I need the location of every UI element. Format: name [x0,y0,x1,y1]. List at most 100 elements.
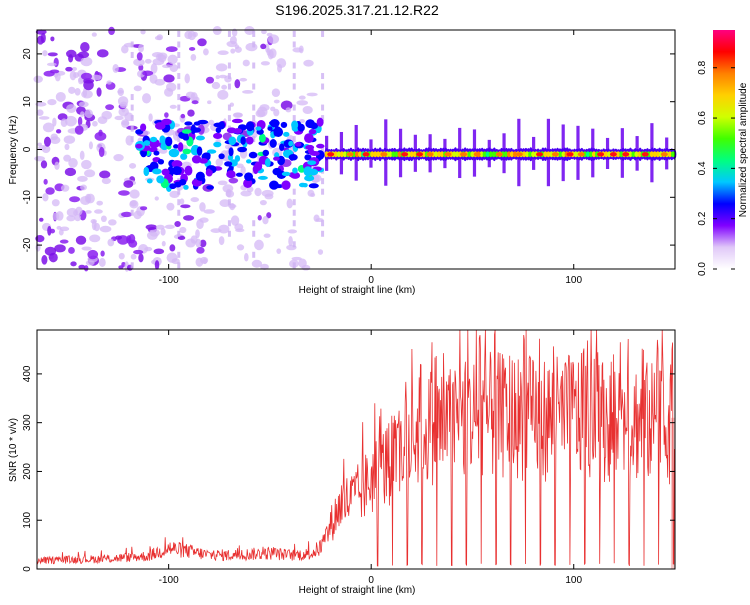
onset-cluster-blob [169,183,177,190]
onset-cluster-blob [184,121,193,126]
onset-cluster-blob [181,129,192,134]
noise-blob [267,34,280,44]
noise-blob [219,199,231,207]
noise-blob [80,41,90,53]
noise-blob [228,177,239,184]
stripe-dash [292,136,296,143]
noise-blob [98,257,106,268]
onset-cluster-blob [264,158,271,168]
onset-cluster-blob [146,178,153,184]
noise-blob [217,89,229,100]
stripe-dash [252,83,256,90]
noise-blob [138,253,144,263]
onset-cluster-blob [307,160,317,166]
signal-core-segment [434,151,439,158]
noise-blob [94,131,107,141]
onset-cluster-blob [228,147,234,157]
signal-core-segment [528,151,533,158]
noise-blob [261,189,274,197]
spectrogram-ytick-label-3: 10 [22,96,33,108]
noise-blob [292,47,303,53]
noise-blob [55,129,62,134]
noise-blob [41,255,48,265]
stripe-dash [177,83,181,90]
noise-blob [299,119,305,124]
noise-blob [150,63,158,74]
noise-blob [244,26,255,35]
noise-blob [199,239,207,248]
noise-blob [195,238,202,248]
colorbar-label: Normalized spectral amplitude [738,82,749,217]
noise-blob [56,225,62,230]
stripe-dash [227,104,231,111]
stripe-dash [252,136,256,143]
noise-blob [118,252,125,260]
signal-core-segment [607,151,612,158]
snr-ytick-label-3: 300 [22,414,33,431]
noise-blob [68,86,76,95]
signal-core-segment [467,151,472,158]
onset-cluster-blob [307,168,319,176]
noise-blob [114,115,124,121]
noise-blob [169,244,176,252]
noise-blob [259,104,270,112]
signal-core-segment [376,151,381,158]
stripe-dash [177,41,181,48]
noise-blob [165,46,178,52]
colorbar-tick-label-3: 0.6 [697,111,708,125]
noise-blob [84,109,93,119]
signal-peak-spot [597,152,605,157]
onset-cluster-blob [171,160,183,168]
noise-blob [77,175,88,182]
onset-cluster-blob [235,172,243,177]
signal-core-segment [531,151,536,158]
spectrogram-core-layer [324,151,675,158]
stripe-dash [227,73,231,80]
onset-cluster-blob [182,148,192,155]
noise-blob [66,104,77,113]
stripe-dash [177,30,181,37]
noise-blob [180,113,186,119]
onset-cluster-blob [308,128,317,135]
noise-blob [35,101,47,107]
spectrogram-ytick-label-4: 20 [22,48,33,60]
noise-blob [245,42,258,52]
noise-blob [232,112,243,118]
noise-blob [205,76,215,84]
noise-blob [60,184,70,192]
onset-cluster-blob [258,133,266,143]
stripe-dash [292,199,296,206]
snr-xlabel: Height of straight line (km) [299,585,416,596]
onset-cluster-blob [157,158,165,165]
noise-blob [92,120,98,127]
onset-cluster-blob [195,135,205,141]
signal-peak-spot [551,152,559,157]
noise-blob [217,180,228,186]
onset-cluster-blob [246,159,252,164]
stripe-dash [321,178,325,185]
noise-blob [80,111,85,118]
spectrogram-ylabel: Frequency (Hz) [8,116,19,185]
noise-blob [154,260,160,270]
noise-blob [302,105,313,115]
noise-blob [164,87,174,97]
stripe-dash [321,146,325,153]
snr-ytick-label-4: 400 [22,365,33,382]
noise-blob [161,240,166,247]
signal-peak-spot [641,152,649,157]
signal-core-segment [479,151,484,158]
onset-cluster-blob [135,143,143,149]
noise-blob [180,204,191,209]
signal-core-segment [470,151,475,158]
noise-blob [306,92,318,97]
onset-cluster-blob [234,155,241,162]
onset-cluster-blob [231,118,243,124]
signal-core-segment [406,151,411,158]
noise-blob [99,225,112,233]
noise-blob [191,100,199,105]
onset-cluster-blob [171,166,182,176]
onset-cluster-blob [199,158,208,164]
noise-blob [139,206,148,211]
noise-blob [54,161,60,170]
noise-blob [108,219,117,226]
